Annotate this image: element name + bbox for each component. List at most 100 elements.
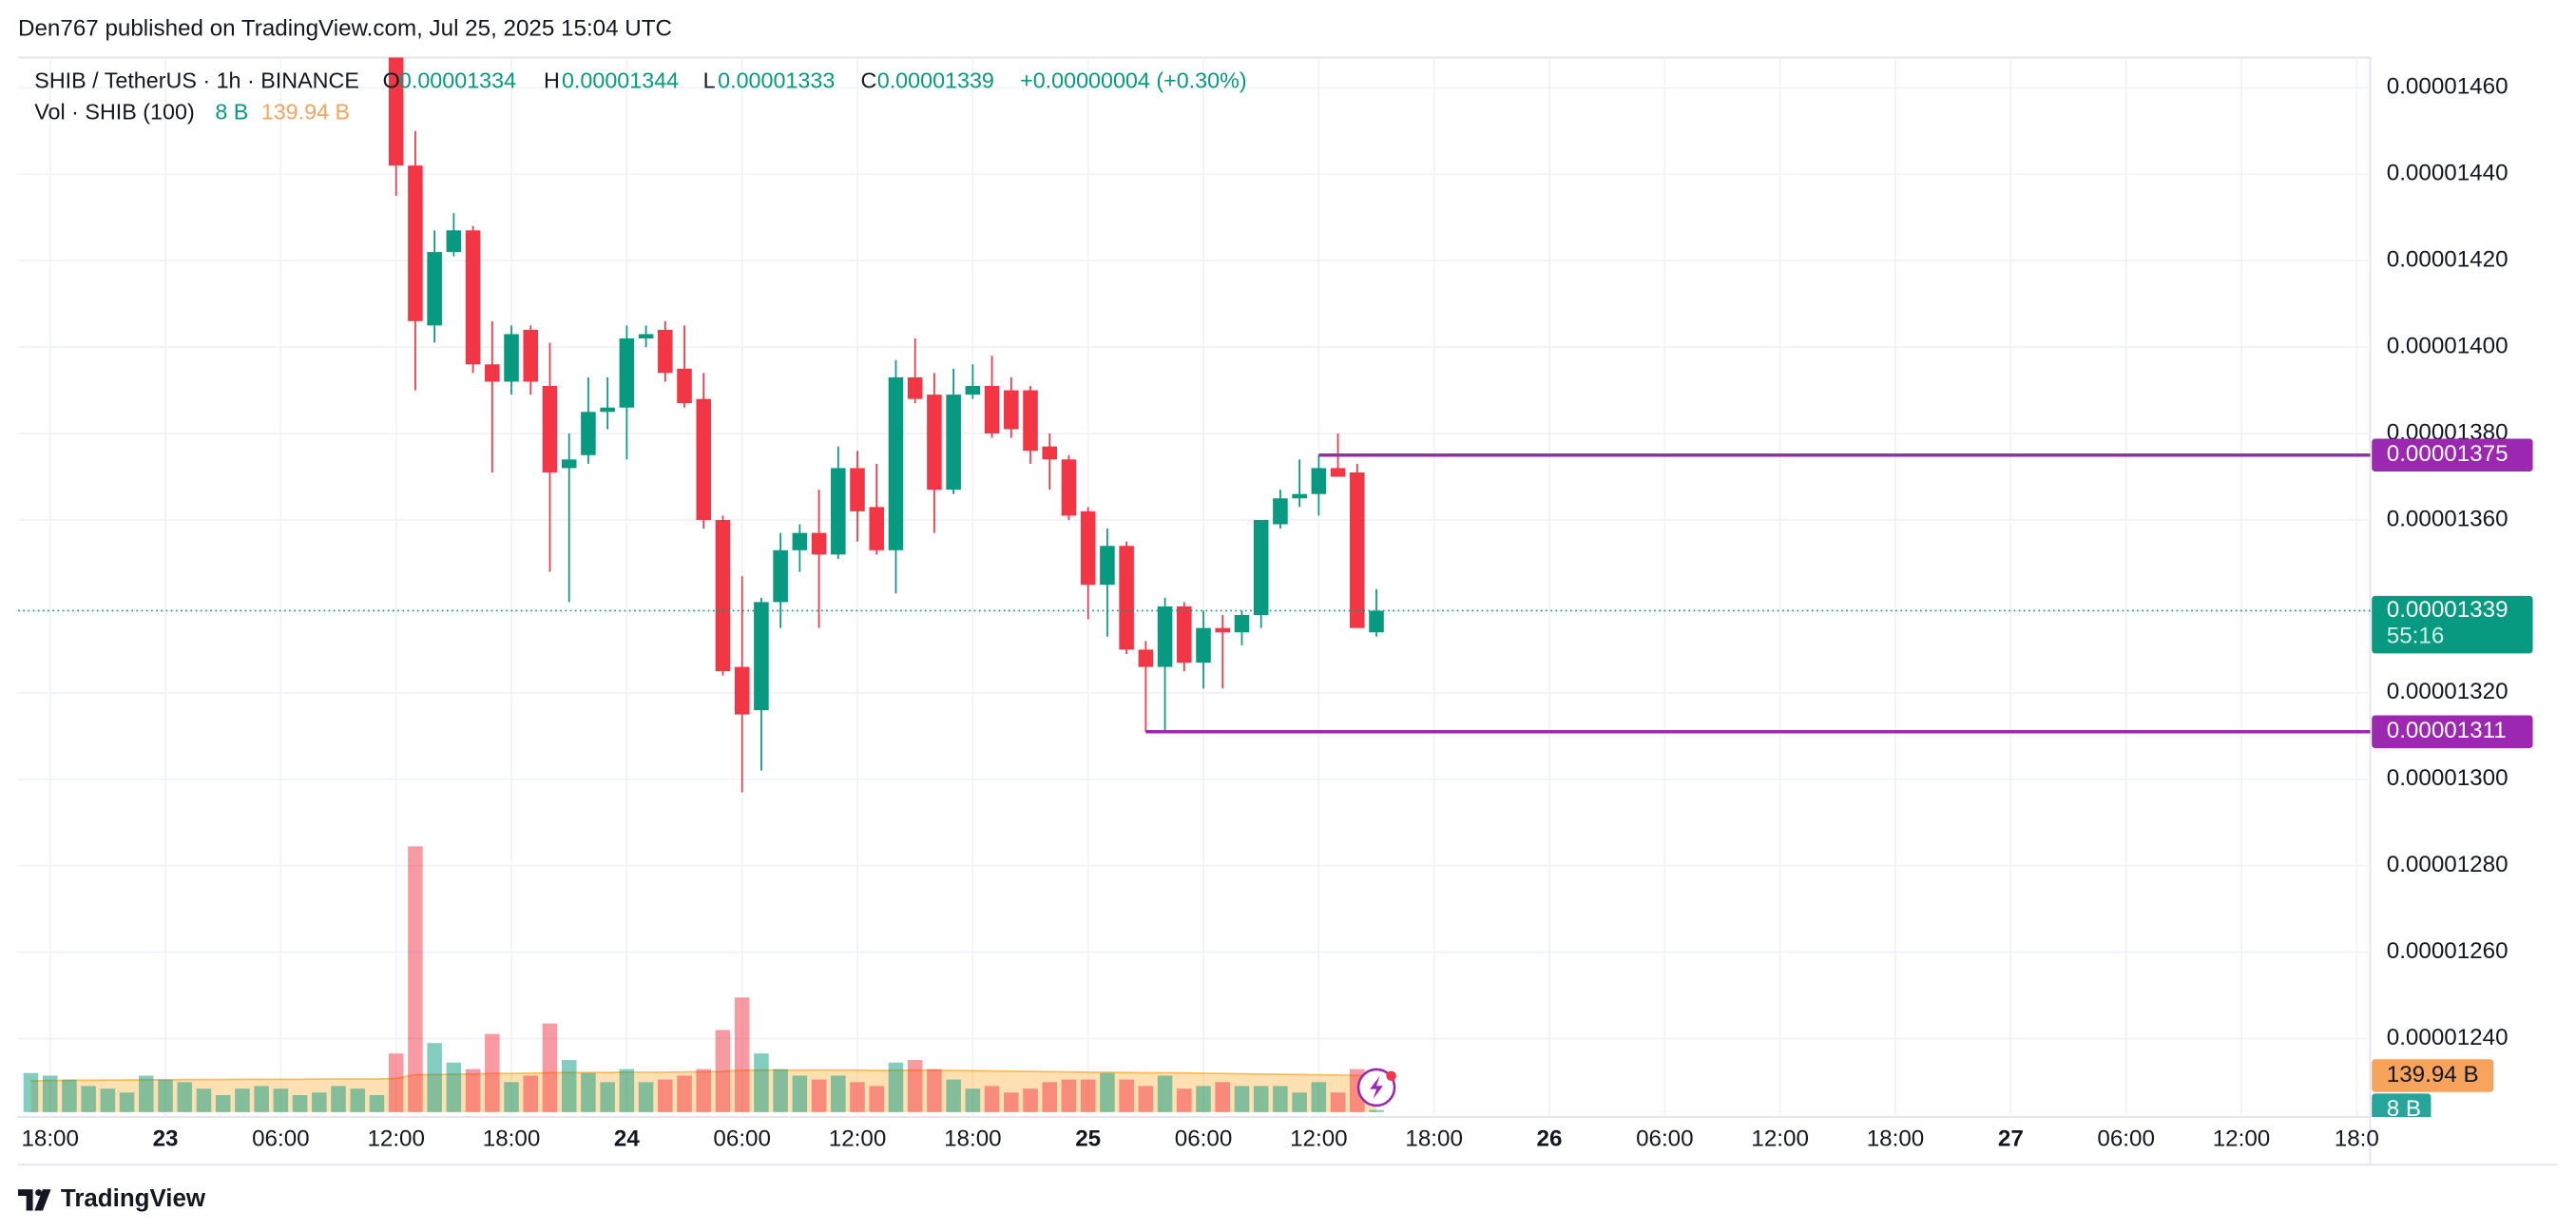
volume-bar [1311, 1082, 1327, 1112]
volume-bar [100, 1088, 116, 1112]
x-tick-label: 06:00 [252, 1126, 310, 1152]
candles [388, 57, 1384, 793]
y-tick-label: 0.00001420 [2387, 247, 2509, 273]
volume-bar [850, 1082, 865, 1112]
brand-logo [18, 1189, 51, 1211]
volume-bar [619, 1068, 635, 1112]
candle-body [1100, 546, 1115, 586]
candle-body [388, 57, 404, 166]
volume-bar [139, 1075, 154, 1112]
candle-body [1023, 390, 1038, 452]
volume-bar [907, 1060, 923, 1112]
volume-bar [1177, 1088, 1192, 1112]
volume-bar [1138, 1086, 1154, 1112]
volume-bar [1369, 1109, 1384, 1112]
volume-bar [600, 1082, 615, 1112]
volume-bar [946, 1079, 961, 1112]
volume-bar [196, 1088, 212, 1112]
volume-bar [734, 997, 750, 1112]
countdown: 55:16 [2387, 623, 2445, 648]
volume-bar [273, 1088, 289, 1112]
volume-bar [1273, 1086, 1288, 1112]
lightning-icon[interactable] [1356, 1068, 1396, 1107]
volume-ma-tag [2372, 1059, 2494, 1092]
change: +0.00000004 (+0.30%) [1020, 68, 1247, 93]
y-tick-label: 0.00001440 [2387, 161, 2509, 186]
candle-body [888, 376, 904, 550]
volume-bar [869, 1086, 885, 1112]
volume-bar [658, 1079, 673, 1112]
volume-pane [23, 846, 1384, 1112]
candle-body [927, 395, 942, 491]
volume-last-label: 8 B [2387, 1096, 2421, 1122]
volume-bar [696, 1068, 712, 1112]
candle-body [523, 329, 539, 382]
volume-bar [485, 1033, 500, 1112]
volume-last-group: 8 B [2372, 1093, 2432, 1122]
x-tick-label: 12:00 [2213, 1126, 2271, 1152]
volume-bar [638, 1082, 654, 1112]
candle-body [1215, 627, 1231, 633]
ohlc-label: L [703, 68, 716, 93]
y-tick-label: 0.00001460 [2387, 74, 2509, 100]
price-level-label: 0.00001375 [2387, 441, 2509, 467]
x-tick-label: 25 [1075, 1126, 1101, 1152]
volume-bar [177, 1082, 193, 1112]
price-level-label: 0.00001311 [2387, 718, 2507, 743]
volume-bar [1292, 1092, 1307, 1112]
x-tick-label: 18:00 [944, 1126, 1002, 1152]
ohlc-label: H [544, 68, 560, 93]
x-tick-label: 12:00 [1751, 1126, 1809, 1152]
volume-bar [1215, 1082, 1231, 1112]
candle-body [831, 468, 846, 555]
volume-bar [62, 1079, 77, 1112]
candle-body [1234, 614, 1250, 633]
volume-bar [561, 1060, 577, 1112]
x-tick-label: 18:00 [483, 1126, 541, 1152]
volume-bar [1157, 1075, 1173, 1112]
y-tick-label: 0.00001240 [2387, 1025, 2509, 1050]
volume-bar [715, 1030, 731, 1112]
volume-bar [388, 1053, 404, 1112]
candle-body [984, 386, 1000, 434]
volume-bar [1330, 1092, 1346, 1112]
candle-body [850, 468, 865, 511]
candle-body [561, 459, 577, 469]
volume-bar [581, 1072, 596, 1112]
candle-body [946, 395, 961, 491]
volume-bar [235, 1088, 250, 1112]
volume-last: 8 B [215, 99, 248, 124]
x-tick-label: 12:00 [367, 1126, 425, 1152]
volume-bar [446, 1062, 462, 1112]
volume-bar [369, 1095, 385, 1112]
candle-body [1350, 472, 1365, 628]
candle-body [1273, 498, 1288, 525]
price-level-tag [2372, 438, 2533, 472]
candle-body [1369, 610, 1384, 633]
volume-ma-last: 139.94 B [261, 99, 350, 124]
candle-body [1253, 519, 1269, 615]
volume-bar [350, 1088, 366, 1112]
ohlc-value: 0.00001333 [718, 68, 835, 93]
volume-bar [773, 1068, 788, 1112]
candle-body [542, 386, 558, 472]
y-tick-label: 0.00001400 [2387, 333, 2509, 358]
candle-body [658, 329, 673, 374]
candle-body [465, 230, 481, 365]
x-tick-label: 18:00 [1867, 1126, 1925, 1152]
candle-body [446, 230, 462, 253]
candle-body [1004, 390, 1019, 430]
candle-body [1196, 627, 1211, 664]
volume-bar [292, 1095, 308, 1112]
volume-bar [523, 1075, 539, 1112]
candle-body [1330, 468, 1346, 477]
candle-body [773, 549, 788, 603]
volume-bar [1023, 1088, 1038, 1112]
volume-bar [1119, 1079, 1134, 1112]
volume-bar [42, 1075, 58, 1112]
symbol: SHIB / TetherUS · 1h · BINANCE [34, 68, 359, 93]
volume-bar [1061, 1079, 1077, 1112]
x-tick-label: 23 [153, 1126, 179, 1152]
